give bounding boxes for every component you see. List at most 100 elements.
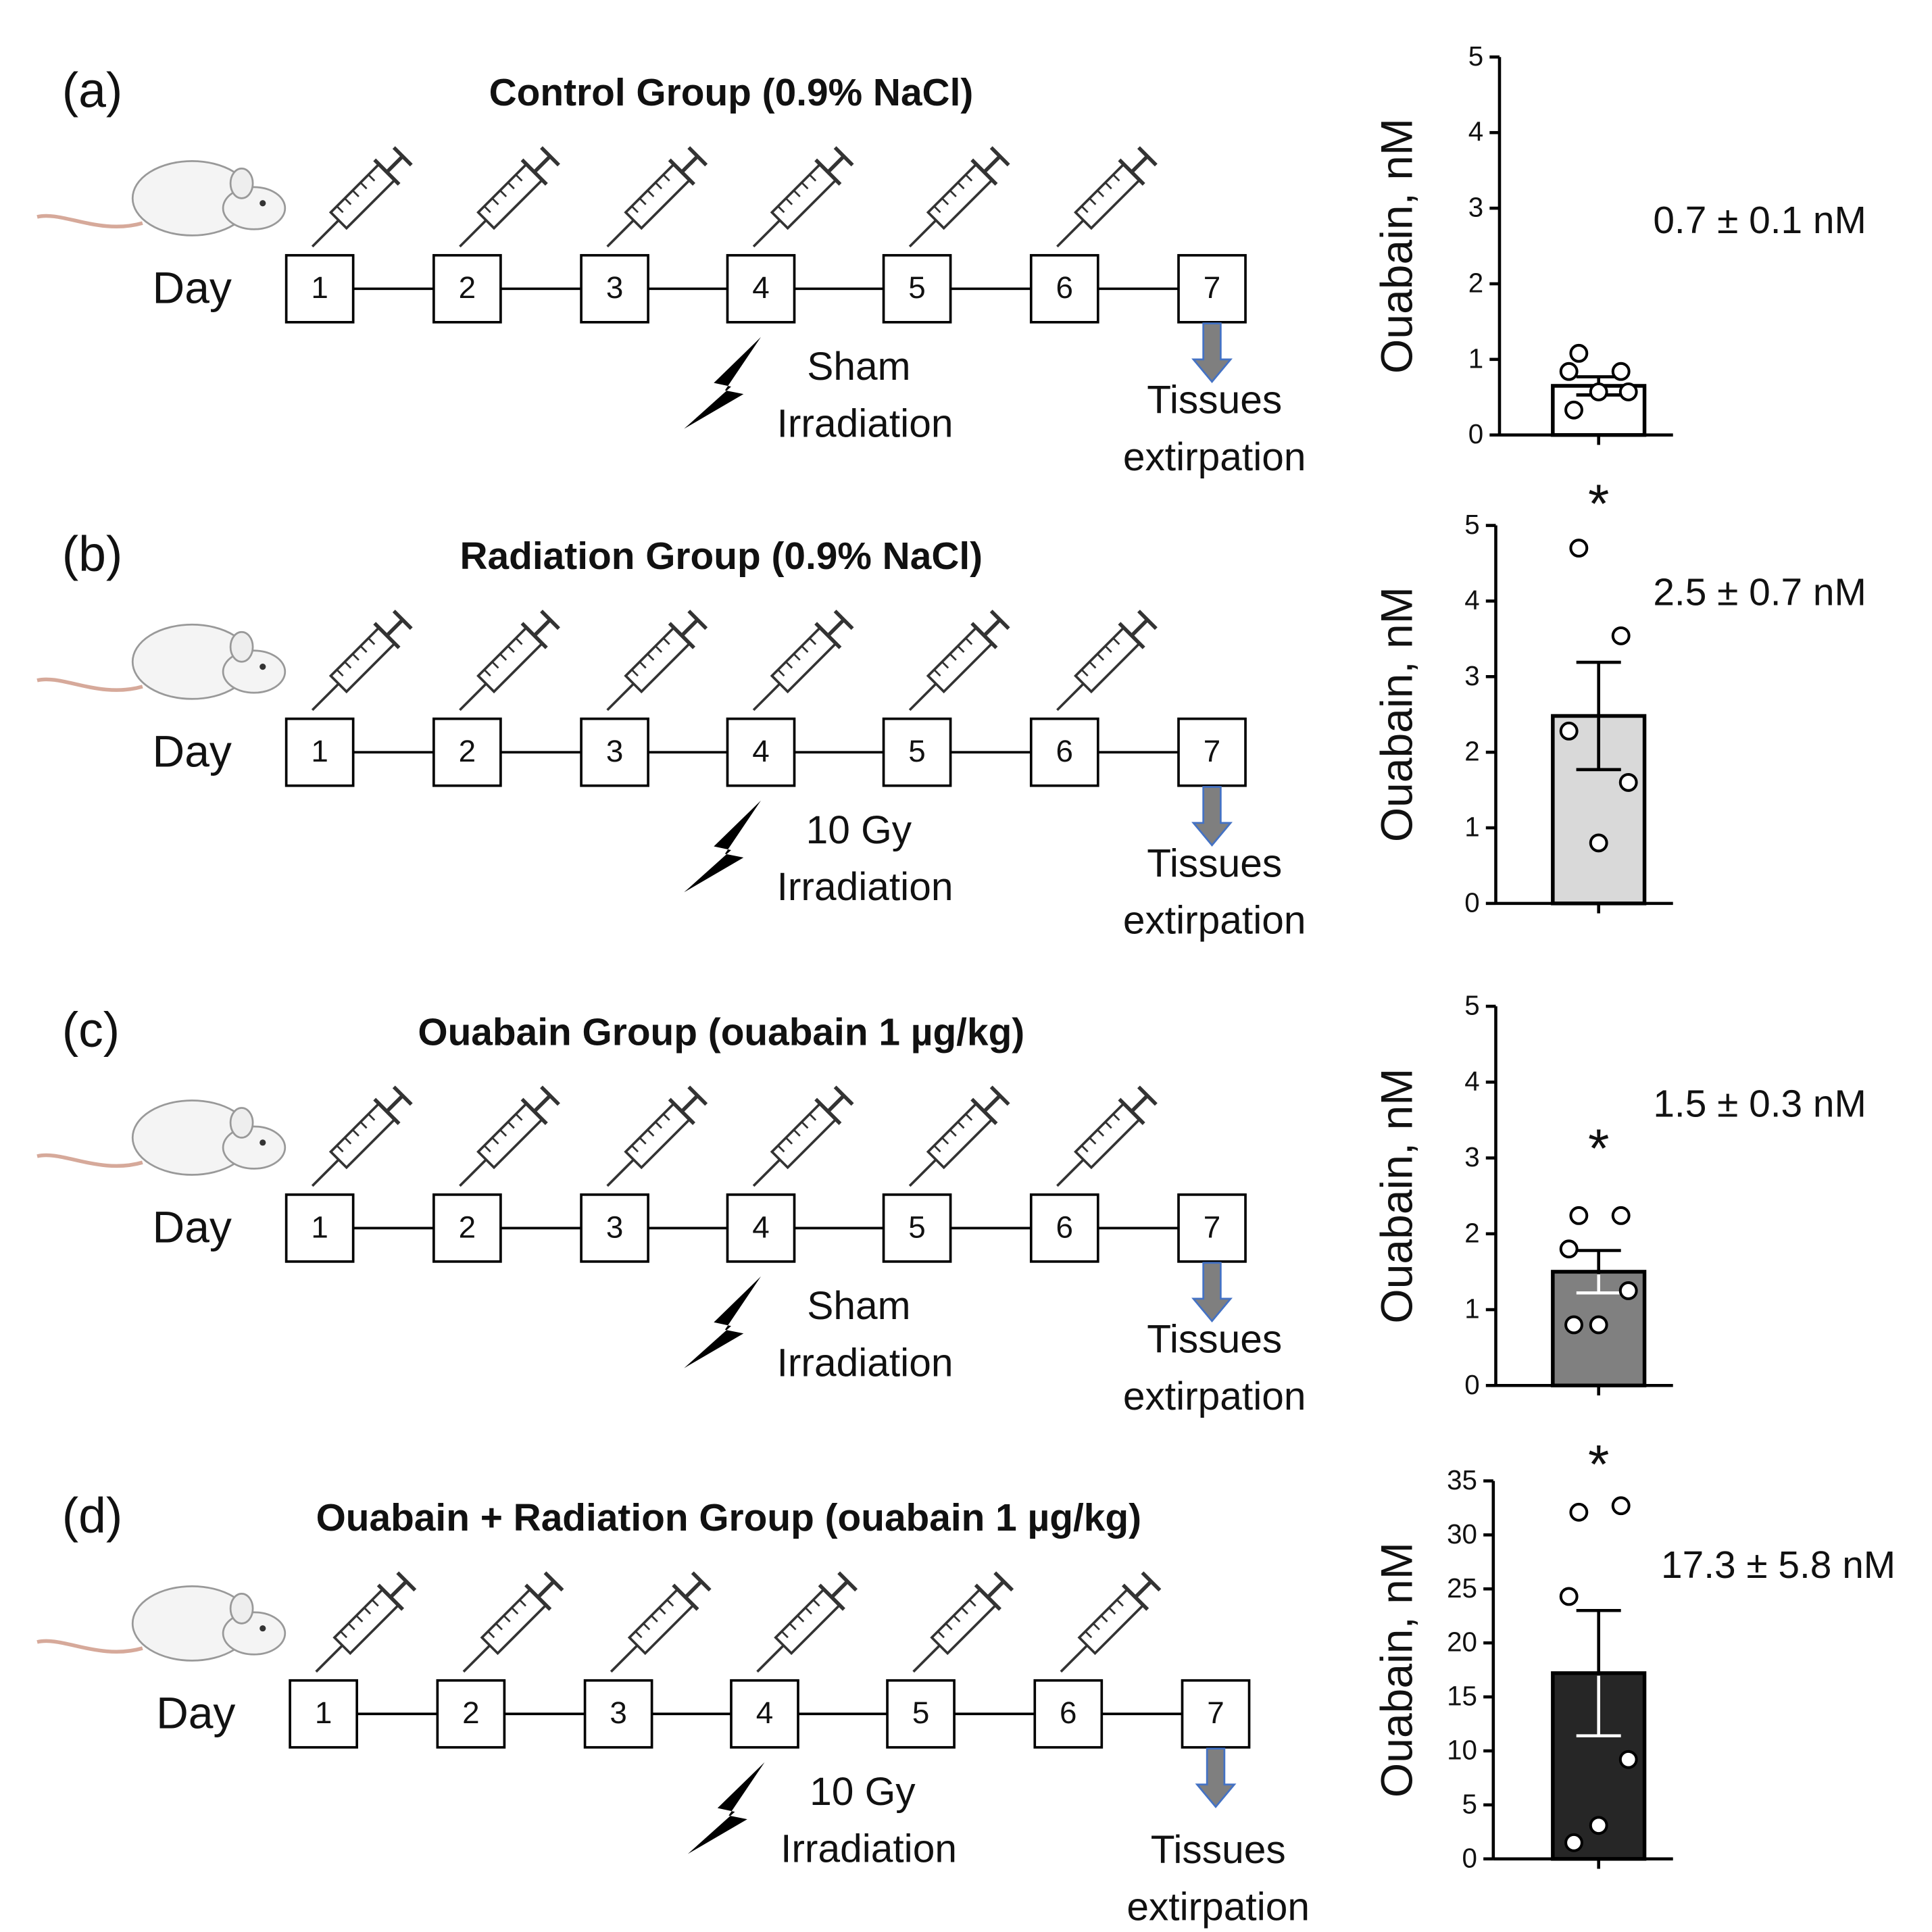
data-point (1618, 772, 1638, 792)
day-number: 4 (752, 734, 770, 768)
scale (666, 1599, 674, 1607)
flange (376, 1583, 405, 1611)
day-number: 4 (752, 270, 770, 305)
data-point (1618, 382, 1638, 401)
day-number: 6 (1060, 1695, 1077, 1730)
annotation: 17.3 ± 5.8 nM (1661, 1544, 1896, 1587)
scale (1081, 1145, 1089, 1153)
scale (965, 637, 973, 645)
day-number: 4 (756, 1695, 774, 1730)
day-box (1029, 717, 1099, 787)
scale (965, 174, 973, 182)
annotation: 1.5 ± 0.3 nM (1653, 1083, 1866, 1126)
plunger (532, 618, 551, 637)
mouse-ear (229, 1592, 254, 1625)
scale (777, 669, 785, 677)
data-point (1569, 1502, 1589, 1522)
syringe (1056, 146, 1158, 248)
day-box (580, 1193, 649, 1263)
data-point (1611, 1206, 1631, 1225)
plunger-end (833, 1085, 854, 1106)
data-point (1559, 362, 1579, 381)
scale (1089, 661, 1097, 669)
tissues-line: extirpation (1126, 1885, 1310, 1929)
flange (1118, 158, 1145, 186)
significance: * (1588, 474, 1609, 535)
flange (970, 1097, 998, 1125)
scale (647, 1129, 655, 1137)
syringe (606, 1085, 708, 1187)
arrow (1191, 1262, 1233, 1323)
significance: * (1588, 1434, 1609, 1495)
day-label: Day (153, 726, 232, 776)
y-tick-label: 2 (1464, 736, 1479, 767)
flange (520, 1097, 548, 1125)
scale (953, 1614, 961, 1623)
day-number: 6 (1056, 1210, 1074, 1244)
scale (483, 1145, 491, 1153)
scale (487, 1631, 495, 1639)
scale (351, 653, 360, 661)
data-point (1564, 1833, 1583, 1852)
scale (364, 1607, 372, 1615)
day-number: 2 (459, 270, 476, 305)
needle (311, 683, 340, 712)
scale (793, 189, 801, 197)
scale (662, 1113, 670, 1121)
scale (368, 174, 376, 182)
plunger-end (540, 610, 560, 630)
day-number: 1 (311, 734, 328, 768)
scale (336, 1145, 344, 1153)
scale (1089, 197, 1097, 205)
needle (311, 1158, 340, 1187)
barrel (774, 1587, 842, 1656)
error-bar-inner (1576, 1675, 1621, 1737)
scale (662, 637, 670, 645)
scale (355, 1614, 364, 1623)
plunger (680, 155, 699, 174)
flange (974, 1583, 1001, 1611)
error-bar-inner (1576, 1274, 1621, 1295)
flange (818, 1583, 845, 1611)
scale (933, 205, 941, 214)
mouse-tail (36, 214, 143, 229)
needle (752, 683, 781, 712)
syringe (908, 610, 1010, 712)
day-number: 5 (912, 1695, 930, 1730)
day-box (436, 1679, 506, 1749)
y-tick-label: 4 (1464, 585, 1479, 616)
day-number: 5 (908, 734, 926, 768)
y-tick-label: 15 (1447, 1681, 1477, 1712)
scale (1104, 1121, 1112, 1129)
scale (631, 669, 639, 677)
y-tick-label: 5 (1464, 990, 1479, 1021)
data-point (1564, 400, 1583, 420)
day-box (1029, 1193, 1099, 1263)
y-tick-label: 3 (1464, 660, 1479, 691)
data-point (1569, 539, 1589, 558)
day-box (284, 717, 355, 787)
day-box (882, 717, 952, 787)
day-number: 1 (311, 1210, 328, 1244)
scale (801, 182, 809, 190)
scale (658, 1607, 666, 1615)
mouse-eye (259, 664, 266, 670)
y-tick-label: 0 (1468, 418, 1483, 449)
needle (606, 219, 635, 248)
scale (801, 645, 809, 653)
plunger-end (543, 1571, 564, 1592)
barrel (1073, 162, 1141, 230)
error-bar (1576, 1608, 1621, 1737)
day-box (284, 253, 355, 324)
barrel (926, 1101, 994, 1170)
scale (368, 1113, 376, 1121)
needle (908, 1158, 937, 1187)
plunger (389, 1580, 408, 1599)
flange (524, 1583, 552, 1611)
scale (968, 1599, 976, 1607)
scale (347, 1623, 355, 1631)
syringe (756, 1571, 858, 1673)
scale (1112, 637, 1120, 645)
day-box (1029, 253, 1099, 324)
plunger-end (1137, 610, 1158, 630)
